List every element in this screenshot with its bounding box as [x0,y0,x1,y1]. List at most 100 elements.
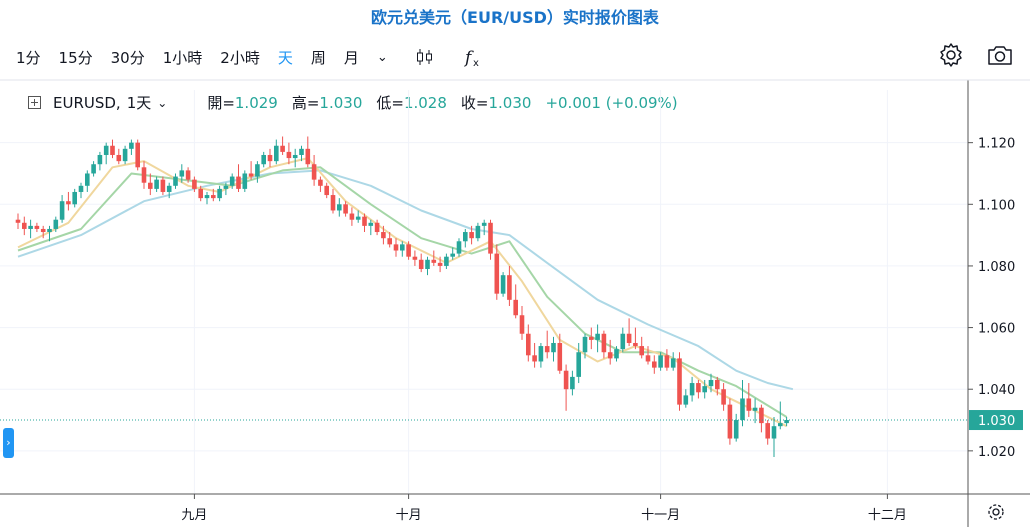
candle [607,339,613,365]
candle-body [418,259,424,270]
candle [305,136,311,168]
candle-body [595,333,600,340]
candle [708,373,714,393]
legend-low-label: 低= [376,94,404,112]
candle [444,253,449,270]
candle-body [66,201,71,205]
candlesticks [15,136,789,458]
candle-body [324,185,329,196]
candle [633,327,638,350]
candle [733,413,739,442]
candle [412,250,418,266]
y-tick-label: 1.120 [978,137,1015,152]
interval-2h[interactable]: 2小時 [220,48,260,67]
legend-interval-chevron-icon[interactable]: ⌄ [157,95,168,110]
candle [721,383,726,411]
candle [78,182,84,199]
side-panel-toggle-icon[interactable]: › [3,428,14,458]
legend-high-label: 高= [291,94,320,112]
candle [475,222,481,242]
candle [166,182,172,199]
candle-body [343,204,348,214]
candle [330,188,336,214]
candle-body [696,383,701,393]
candle [589,327,594,350]
candle [242,170,248,192]
candle [299,145,304,162]
candle-body [670,358,676,368]
candle [204,191,210,205]
candle-body [765,423,770,439]
candle-body [204,195,210,199]
candle-body [431,259,437,263]
candle-body [759,407,764,424]
candle-body [614,349,619,359]
candle-body [185,170,191,180]
interval-1d[interactable]: 天 [277,48,293,67]
candle-body [160,179,166,192]
candle-body [217,188,222,199]
candle [670,352,676,371]
candle-body [72,191,77,205]
candle-body [727,404,733,439]
candle-body [500,275,506,294]
candle-body [267,154,273,162]
candle [286,142,292,165]
candle-body [211,195,216,199]
candle [456,238,462,257]
candle-body [563,370,569,390]
candle-body [362,216,367,226]
candle-body [450,253,455,257]
candle [374,219,380,236]
expand-plus-icon[interactable] [28,96,41,109]
candle [28,219,33,239]
legend-interval[interactable]: 1天 [126,94,152,112]
candle [381,225,386,245]
candle [771,416,777,458]
interval-1mo[interactable]: 月 [343,48,359,67]
top-right-icons [938,42,1014,72]
candle-body [318,179,323,186]
camera-icon[interactable] [986,42,1014,72]
candle-body [412,256,418,260]
interval-1w[interactable]: 周 [310,48,326,67]
candle-body [721,389,726,405]
candle-body [469,232,474,239]
interval-15m[interactable]: 15分 [58,48,93,67]
interval-1h[interactable]: 1小時 [162,48,203,67]
candle-body [166,185,172,192]
candle [500,272,506,297]
candle-body [488,222,493,254]
candle-body [78,185,84,192]
svg-text:f: f [463,48,474,68]
candle [519,306,525,340]
candle [595,324,600,353]
candle-body [280,145,285,152]
candle [626,318,632,347]
candle-body [40,228,46,233]
candle-body [110,145,115,155]
candle [267,148,273,168]
settings-icon[interactable] [938,42,964,72]
candle [689,376,695,402]
candles-icon[interactable] [414,46,436,68]
candle [292,148,298,168]
interval-1m[interactable]: 1分 [16,48,41,67]
interval-chevron-down-icon[interactable]: ⌄ [376,49,388,65]
candle [337,198,342,217]
candle-body [393,244,399,251]
candle-body [689,383,695,396]
candle-body [141,167,147,183]
candle [746,383,752,417]
grid-lines [0,90,968,494]
candle [727,398,733,445]
candle-body [179,170,185,177]
candle-body [481,222,487,226]
interval-30m[interactable]: 30分 [110,48,145,67]
legend-symbol[interactable]: EURUSD, [53,93,121,112]
svg-text:x: x [473,58,479,68]
candle-body [91,164,96,174]
legend-low-value: 1.028 [403,93,447,112]
